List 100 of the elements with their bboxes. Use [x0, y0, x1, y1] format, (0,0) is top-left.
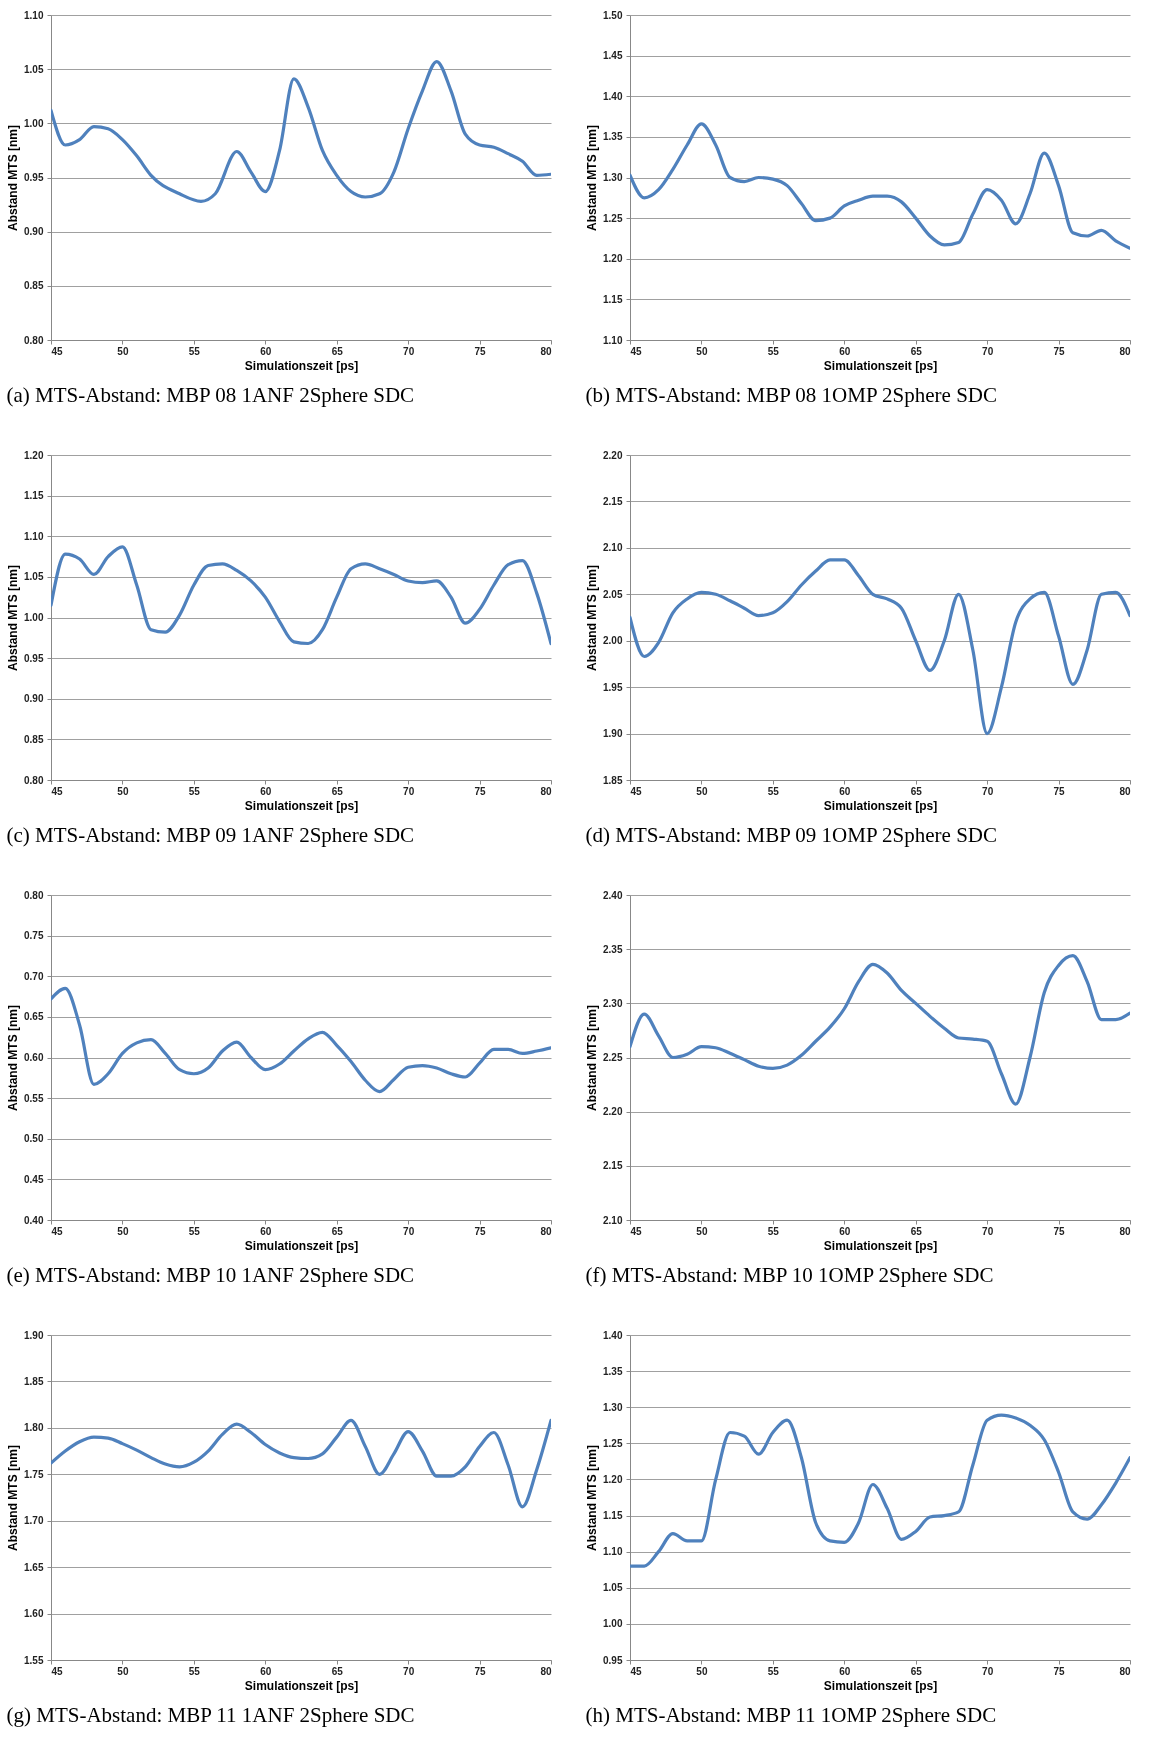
- x-tick-label: 70: [982, 1225, 994, 1237]
- x-tick-label: 75: [474, 1225, 487, 1237]
- x-axis-title: Simulationszeit [ps]: [823, 798, 938, 813]
- text: (a) MTS-Abstand: MBP 08 1ANF 2Sphere SDC: [6, 383, 415, 407]
- y-tick-label: 1.45: [603, 50, 623, 62]
- x-tick-label: 60: [839, 345, 851, 357]
- y-axis-title: Abstand MTS [nm]: [585, 125, 600, 231]
- y-tick-label: 2.15: [603, 495, 623, 507]
- x-tick-label: 70: [403, 1665, 415, 1677]
- y-tick-label: 2.35: [603, 943, 623, 955]
- y-tick-label: 2.00: [603, 635, 623, 647]
- x-tick-label: 45: [51, 1665, 64, 1677]
- y-tick-label: 0.70: [24, 970, 44, 982]
- line-series: [630, 954, 1130, 1106]
- x-tick-label: 45: [630, 1665, 643, 1677]
- x-tick-label: 80: [1119, 1225, 1131, 1237]
- x-tick-label: 80: [1119, 345, 1131, 357]
- y-tick-label: 1.75: [24, 1468, 44, 1480]
- x-tick-label: 70: [982, 1665, 994, 1677]
- x-tick-label: 50: [696, 785, 708, 797]
- y-tick-label: 1.05: [24, 571, 44, 583]
- text: (d) MTS-Abstand: MBP 09 1OMP 2Sphere SDC: [585, 823, 998, 847]
- y-tick-label: 1.20: [603, 253, 623, 265]
- y-tick-label: 1.30: [603, 172, 623, 183]
- x-tick-label: 55: [188, 1225, 201, 1237]
- y-tick-label: 0.85: [24, 733, 44, 745]
- x-axis-title: Simulationszeit [ps]: [823, 358, 938, 373]
- x-tick-label: 45: [630, 785, 643, 797]
- x-tick-label: 80: [540, 785, 552, 797]
- y-tick-label: 2.25: [603, 1052, 623, 1063]
- x-tick-label: 60: [839, 1225, 851, 1237]
- x-tick-label: 75: [1053, 345, 1066, 357]
- x-tick-label: 50: [117, 1225, 129, 1237]
- x-tick-label: 65: [910, 1225, 923, 1237]
- y-tick-label: 1.00: [24, 117, 44, 129]
- y-tick-label: 2.05: [603, 588, 623, 600]
- line-series: [51, 986, 551, 1094]
- y-tick-label: 1.05: [603, 1582, 623, 1594]
- x-axis-title: Simulationszeit [ps]: [244, 358, 359, 373]
- line-series: [51, 59, 551, 203]
- y-axis-title: Abstand MTS [nm]: [585, 1005, 600, 1111]
- y-tick-label: 1.85: [24, 1375, 44, 1387]
- y-tick-label: 1.90: [603, 728, 623, 740]
- text: (b) MTS-Abstand: MBP 08 1OMP 2Sphere SDC: [585, 383, 998, 407]
- y-tick-label: 1.70: [24, 1515, 44, 1527]
- y-axis-title: Abstand MTS [nm]: [6, 125, 21, 231]
- y-tick-label: 2.15: [603, 1160, 623, 1172]
- y-axis-title: Abstand MTS [nm]: [6, 565, 21, 671]
- x-axis-title: Simulationszeit [ps]: [244, 1678, 359, 1693]
- y-tick-label: 0.65: [24, 1011, 44, 1023]
- y-tick-label: 0.50: [24, 1133, 44, 1145]
- y-tick-label: 1.15: [603, 1510, 623, 1522]
- y-tick-label: 2.10: [603, 1214, 623, 1226]
- x-tick-label: 50: [696, 1665, 708, 1677]
- y-tick-label: 1.40: [603, 90, 623, 102]
- y-tick-label: 0.60: [24, 1052, 44, 1063]
- y-tick-label: 1.30: [603, 1401, 623, 1413]
- x-tick-label: 60: [260, 785, 272, 797]
- y-tick-label: 0.90: [24, 693, 44, 705]
- x-tick-label: 70: [403, 345, 415, 357]
- text: (e) MTS-Abstand: MBP 10 1ANF 2Sphere SDC: [6, 1263, 415, 1287]
- y-tick-label: 1.10: [24, 9, 44, 21]
- x-axis-title: Simulationszeit [ps]: [244, 798, 359, 813]
- x-tick-label: 65: [331, 785, 344, 797]
- x-tick-label: 55: [188, 1665, 201, 1677]
- x-tick-label: 65: [331, 1225, 344, 1237]
- x-tick-label: 65: [910, 345, 923, 357]
- y-tick-label: 2.20: [603, 1106, 623, 1118]
- x-tick-label: 70: [982, 785, 994, 797]
- x-tick-label: 60: [260, 345, 272, 357]
- line-series: [51, 545, 551, 646]
- text: (f) MTS-Abstand: MBP 10 1OMP 2Sphere SDC: [585, 1263, 994, 1287]
- y-tick-label: 1.15: [603, 293, 623, 305]
- x-tick-label: 45: [630, 1225, 643, 1237]
- y-tick-label: 1.80: [24, 1422, 44, 1434]
- y-tick-label: 1.40: [603, 1329, 623, 1341]
- x-tick-label: 80: [540, 1225, 552, 1237]
- y-tick-label: 1.00: [603, 1618, 623, 1630]
- x-tick-label: 60: [260, 1225, 272, 1237]
- y-tick-label: 0.95: [24, 172, 44, 183]
- x-tick-label: 50: [117, 785, 129, 797]
- y-tick-label: 1.55: [24, 1654, 44, 1666]
- text: (h) MTS-Abstand: MBP 11 1OMP 2Sphere SDC: [585, 1703, 997, 1727]
- y-tick-label: 1.10: [603, 1546, 623, 1558]
- x-tick-label: 65: [910, 785, 923, 797]
- x-tick-label: 50: [117, 345, 129, 357]
- x-tick-label: 75: [474, 785, 487, 797]
- text: (c) MTS-Abstand: MBP 09 1ANF 2Sphere SDC: [6, 823, 415, 847]
- y-tick-label: 2.10: [603, 542, 623, 554]
- y-tick-label: 1.65: [24, 1561, 44, 1573]
- x-tick-label: 55: [188, 785, 201, 797]
- y-tick-label: 1.10: [603, 334, 623, 346]
- y-tick-label: 1.25: [603, 212, 623, 224]
- x-tick-label: 80: [540, 1665, 552, 1677]
- x-tick-label: 60: [839, 1665, 851, 1677]
- y-tick-label: 0.80: [24, 889, 44, 901]
- x-tick-label: 80: [1119, 785, 1131, 797]
- x-tick-label: 75: [474, 345, 487, 357]
- x-tick-label: 55: [767, 345, 780, 357]
- y-tick-label: 2.30: [603, 997, 623, 1009]
